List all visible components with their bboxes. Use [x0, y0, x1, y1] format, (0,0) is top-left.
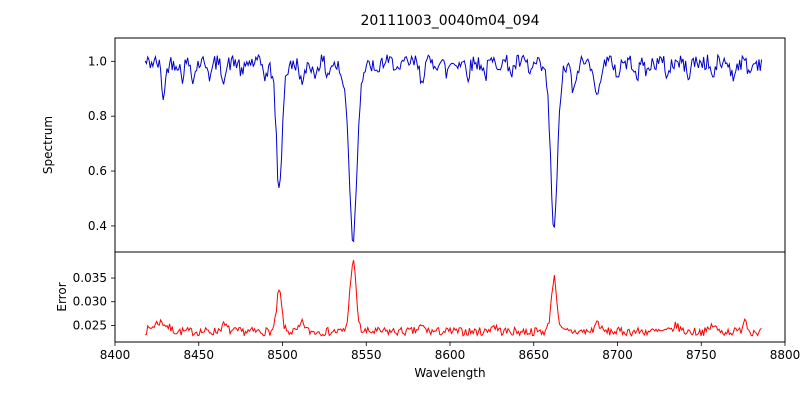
y-tick-label: 1.0 [88, 54, 107, 68]
x-tick-label: 8500 [267, 348, 298, 362]
y-tick-label: 0.030 [73, 295, 107, 309]
x-tick-label: 8750 [686, 348, 717, 362]
y-tick-label: 0.035 [73, 271, 107, 285]
x-tick-label: 8600 [435, 348, 466, 362]
y-tick-label: 0.4 [88, 219, 107, 233]
x-tick-label: 8550 [351, 348, 382, 362]
y-tick-label: 0.8 [88, 109, 107, 123]
x-tick-label: 8700 [602, 348, 633, 362]
y-tick-label: 0.025 [73, 318, 107, 332]
x-tick-label: 8400 [100, 348, 131, 362]
x-tick-label: 8650 [518, 348, 549, 362]
spectrum-line [144, 53, 763, 243]
x-tick-label: 8450 [183, 348, 214, 362]
error-line [144, 260, 762, 338]
x-tick-label: 8800 [770, 348, 800, 362]
x-axis-label: Wavelength [414, 366, 486, 380]
chart-title: 20111003_0040m04_094 [360, 13, 540, 29]
y-tick-label: 0.6 [88, 164, 107, 178]
